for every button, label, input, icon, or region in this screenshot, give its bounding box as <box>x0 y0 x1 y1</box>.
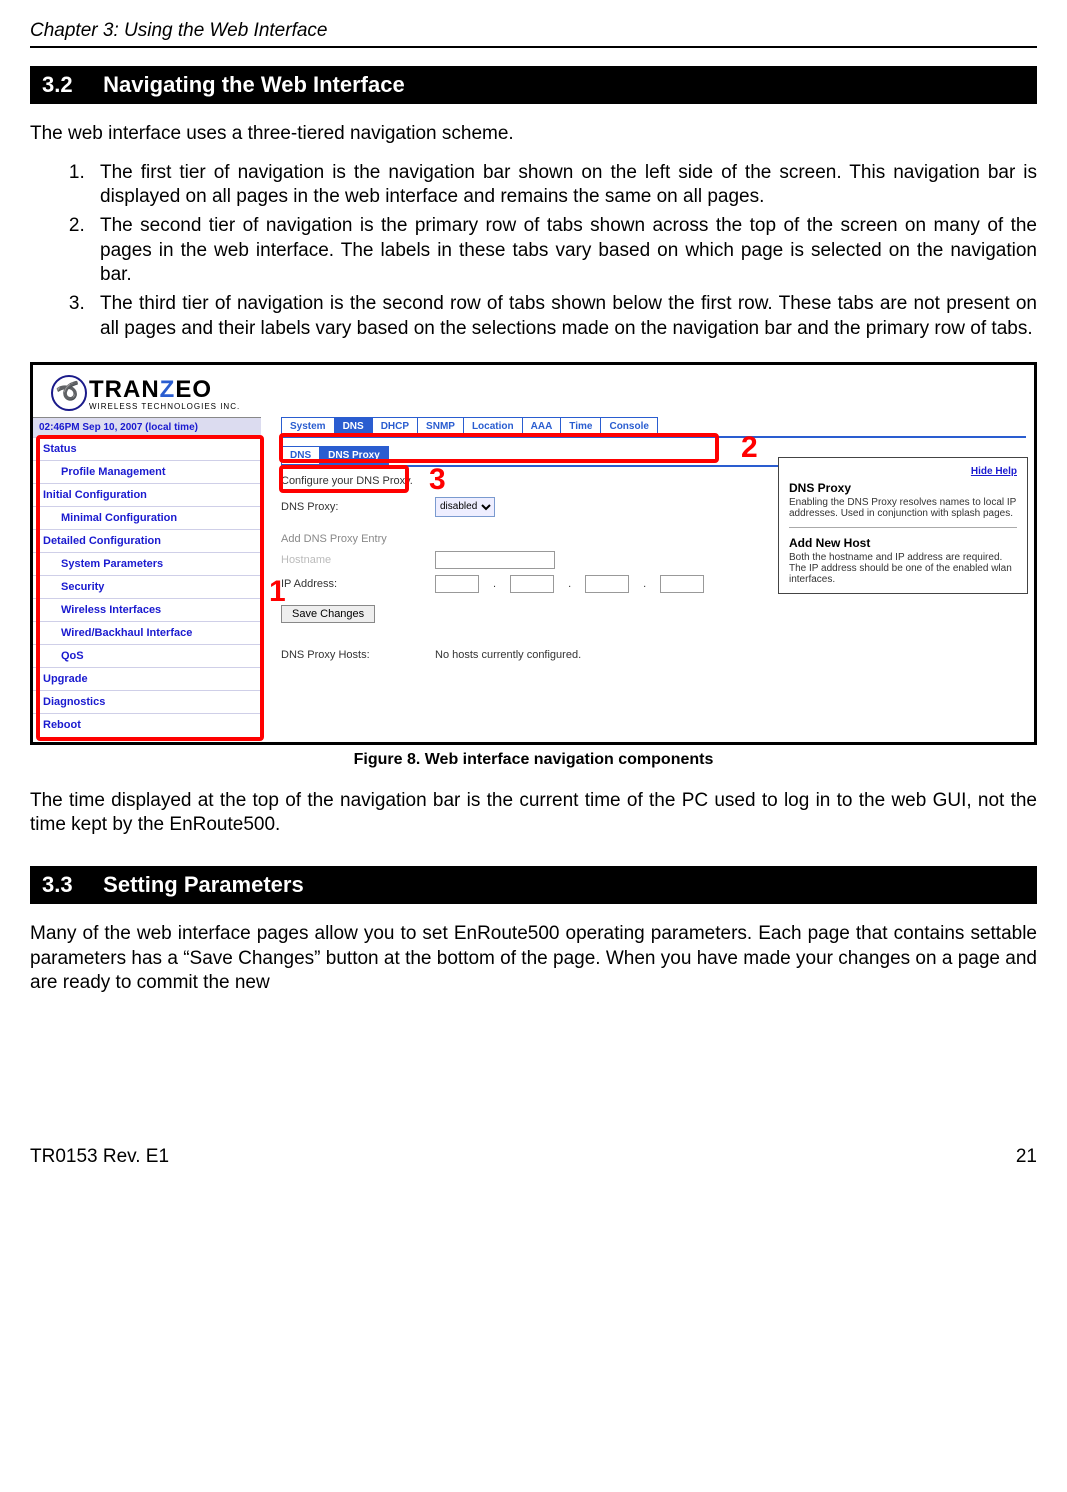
tab-dhcp[interactable]: DHCP <box>373 417 418 436</box>
tab-location[interactable]: Location <box>464 417 523 436</box>
section-num: 3.3 <box>42 872 73 897</box>
help-h1: DNS Proxy <box>789 481 1017 495</box>
tab-time[interactable]: Time <box>561 417 601 436</box>
section-title: Setting Parameters <box>103 872 304 897</box>
sidebar-item[interactable]: Detailed Configuration <box>33 529 261 552</box>
section-num: 3.2 <box>42 72 73 97</box>
local-time: 02:46PM Sep 10, 2007 (local time) <box>33 417 261 437</box>
figure-caption: Figure 8. Web interface navigation compo… <box>30 751 1037 769</box>
logo-text: TRANZEO <box>89 376 240 404</box>
hosts-row: DNS Proxy Hosts: No hosts currently conf… <box>281 649 1026 661</box>
sidebar: 02:46PM Sep 10, 2007 (local time) Status… <box>33 417 261 742</box>
tab-aaa[interactable]: AAA <box>523 417 562 436</box>
chapter-header: Chapter 3: Using the Web Interface <box>30 20 1037 42</box>
hosts-label: DNS Proxy Hosts: <box>281 649 421 661</box>
ip-label: IP Address: <box>281 578 421 590</box>
ip-octet-input[interactable] <box>660 575 704 593</box>
logo-text-part: TRAN <box>89 376 160 403</box>
sidebar-item[interactable]: Upgrade <box>33 667 261 690</box>
ip-octet-input[interactable] <box>435 575 479 593</box>
footer-right: 21 <box>1016 1146 1037 1168</box>
tab-dns[interactable]: DNS <box>281 446 320 465</box>
tab-snmp[interactable]: SNMP <box>418 417 464 436</box>
dns-proxy-select[interactable]: disabled <box>435 497 495 517</box>
hide-help-link[interactable]: Hide Help <box>789 466 1017 477</box>
logo-row: ➰ TRANZEO WIRELESS TECHNOLOGIES INC. <box>33 365 1034 417</box>
para-3-3: Many of the web interface pages allow yo… <box>30 922 1037 996</box>
tab-dns[interactable]: DNS <box>335 417 373 436</box>
sidebar-item[interactable]: Diagnostics <box>33 690 261 713</box>
logo-mark-icon: ➰ <box>51 375 87 411</box>
sidebar-item[interactable]: QoS <box>33 644 261 667</box>
sidebar-item[interactable]: System Parameters <box>33 552 261 575</box>
callout-num-1: 1 <box>269 575 286 609</box>
help-divider <box>789 527 1017 528</box>
sidebar-item[interactable]: Wireless Interfaces <box>33 598 261 621</box>
tab-dns-proxy[interactable]: DNS Proxy <box>320 446 389 465</box>
tab-rule <box>281 436 1026 438</box>
nav-tiers-list: The first tier of navigation is the navi… <box>90 161 1037 342</box>
sidebar-item[interactable]: Profile Management <box>33 460 261 483</box>
help-h2: Add New Host <box>789 536 1017 550</box>
main-panel: SystemDNSDHCPSNMPLocationAAATimeConsole … <box>261 417 1034 742</box>
ip-octet-input[interactable] <box>585 575 629 593</box>
hostname-input[interactable] <box>435 551 555 569</box>
callout-num-3: 3 <box>429 463 446 497</box>
figure-8: ➰ TRANZEO WIRELESS TECHNOLOGIES INC. 02:… <box>30 362 1037 745</box>
sidebar-item[interactable]: Minimal Configuration <box>33 506 261 529</box>
section-3-3-bar: 3.3 Setting Parameters <box>30 866 1037 904</box>
logo-text-part: EO <box>175 376 212 403</box>
logo-subtitle: WIRELESS TECHNOLOGIES INC. <box>89 402 240 411</box>
tab-system[interactable]: System <box>281 417 335 436</box>
sidebar-item[interactable]: Reboot <box>33 713 261 736</box>
callout-num-2: 2 <box>741 431 758 465</box>
section-title: Navigating the Web Interface <box>103 72 405 97</box>
help-panel: Hide Help DNS Proxy Enabling the DNS Pro… <box>778 457 1028 594</box>
intro-3-2: The web interface uses a three-tiered na… <box>30 122 1037 147</box>
hosts-value: No hosts currently configured. <box>435 649 581 661</box>
save-changes-button[interactable]: Save Changes <box>281 605 375 623</box>
sidebar-item[interactable]: Wired/Backhaul Interface <box>33 621 261 644</box>
list-item: The first tier of navigation is the navi… <box>90 161 1037 210</box>
para-after-fig: The time displayed at the top of the nav… <box>30 789 1037 838</box>
help-p1: Enabling the DNS Proxy resolves names to… <box>789 497 1017 519</box>
sidebar-item[interactable]: Security <box>33 575 261 598</box>
page-footer: TR0153 Rev. E1 21 <box>30 1146 1037 1168</box>
tranzeo-logo: ➰ TRANZEO WIRELESS TECHNOLOGIES INC. <box>51 375 1034 411</box>
tabs-primary: SystemDNSDHCPSNMPLocationAAATimeConsole <box>281 417 1026 436</box>
header-rule <box>30 46 1037 48</box>
section-3-2-bar: 3.2 Navigating the Web Interface <box>30 66 1037 104</box>
footer-left: TR0153 Rev. E1 <box>30 1146 169 1168</box>
list-item: The third tier of navigation is the seco… <box>90 292 1037 341</box>
dns-proxy-label: DNS Proxy: <box>281 501 421 513</box>
tab-console[interactable]: Console <box>601 417 657 436</box>
sidebar-item[interactable]: Initial Configuration <box>33 483 261 506</box>
list-item: The second tier of navigation is the pri… <box>90 214 1037 288</box>
logo-text-z: Z <box>160 376 176 403</box>
hostname-label: Hostname <box>281 554 421 566</box>
ip-octet-input[interactable] <box>510 575 554 593</box>
help-p2: Both the hostname and IP address are req… <box>789 552 1017 585</box>
sidebar-item[interactable]: Status <box>33 437 261 460</box>
